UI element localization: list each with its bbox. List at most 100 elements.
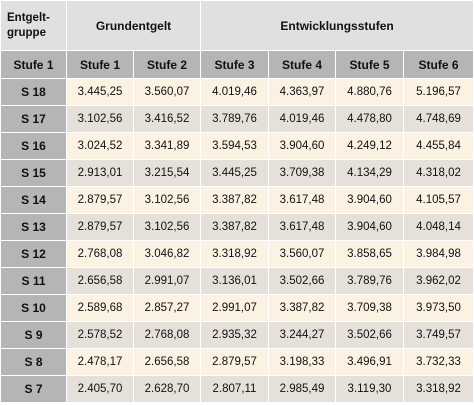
table-row: S 17 3.102,56 3.416,52 3.789,76 4.019,46 4.47… (0, 105, 474, 133)
stufe-header: Stufe 1 (0, 50, 67, 79)
stufe-header: Stufe 2 (132, 50, 202, 79)
salary-value-cell: 2.991,07 (132, 267, 202, 295)
entgeltgruppe-cell: S 13 (0, 213, 67, 241)
entgeltgruppe-cell: S 7 (0, 375, 67, 403)
salary-value-cell: 2.589,68 (66, 294, 134, 322)
salary-value-cell: 2.935,32 (200, 321, 270, 349)
salary-value-cell: 4.478,80 (335, 105, 405, 133)
salary-value-cell: 3.198,33 (268, 348, 337, 376)
salary-value-cell: 3.858,65 (335, 240, 405, 268)
table-row: S 14 2.879,57 3.102,56 3.387,82 3.617,48 3.90… (0, 186, 474, 214)
salary-value-cell: 2.879,57 (200, 348, 270, 376)
salary-value-cell: 3.789,76 (335, 267, 405, 295)
salary-value-cell: 4.880,76 (335, 78, 405, 106)
stufe-header: Stufe 6 (403, 50, 474, 79)
salary-value-cell: 2.879,57 (66, 186, 134, 214)
salary-value-cell: 3.136,01 (200, 267, 270, 295)
entgeltgruppe-cell: S 9 (0, 321, 67, 349)
salary-value-cell: 3.215,54 (132, 159, 202, 187)
stufen-header-row: Stufe 1 Stufe 1 Stufe 2 Stufe 3 Stufe 4 … (0, 50, 474, 79)
table-row: S 10 2.589,68 2.857,27 2.991,07 3.387,82 3.70… (0, 294, 474, 322)
salary-value-cell: 4.105,57 (403, 186, 474, 214)
salary-value-cell: 4.318,02 (403, 159, 474, 187)
entgeltgruppe-cell: S 18 (0, 78, 67, 106)
salary-value-cell: 3.387,82 (200, 213, 270, 241)
salary-value-cell: 3.416,52 (132, 105, 202, 133)
salary-value-cell: 2.879,57 (66, 213, 134, 241)
salary-value-cell: 4.455,84 (403, 132, 474, 160)
grundentgelt-header: Grundentgelt (65, 0, 202, 51)
header-row-top: Entgelt- gruppe Grundentgelt Entwicklung… (0, 0, 474, 51)
stufe-header: Stufe 4 (268, 50, 337, 79)
salary-value-cell: 2.985,49 (268, 375, 337, 403)
entgeltgruppe-cell: S 8 (0, 348, 67, 376)
salary-value-cell: 3.102,56 (132, 186, 202, 214)
salary-value-cell: 3.496,91 (335, 348, 405, 376)
salary-value-cell: 3.617,48 (268, 213, 337, 241)
entgeltgruppe-cell: S 10 (0, 294, 67, 322)
salary-value-cell: 3.387,82 (268, 294, 337, 322)
salary-value-cell: 2.991,07 (200, 294, 270, 322)
salary-value-cell: 3.904,60 (335, 213, 405, 241)
entgeltgruppe-header: Entgelt- gruppe (0, 0, 67, 51)
table-row: S 12 2.768,08 3.046,82 3.318,92 3.560,07 3.85… (0, 240, 474, 268)
salary-value-cell: 3.789,76 (200, 105, 270, 133)
table-row: S 11 2.656,58 2.991,07 3.136,01 3.502,66 3.78… (0, 267, 474, 295)
entgeltgruppe-cell: S 15 (0, 159, 67, 187)
salary-value-cell: 3.709,38 (335, 294, 405, 322)
stufe-header: Stufe 1 (66, 50, 134, 79)
salary-value-cell: 2.578,52 (66, 321, 134, 349)
salary-value-cell: 3.318,92 (403, 375, 474, 403)
table-body: S 18 3.445,25 3.560,07 4.019,46 4.363,97 4.88… (0, 78, 474, 403)
salary-value-cell: 2.768,08 (132, 321, 202, 349)
salary-value-cell: 5.196,57 (403, 78, 474, 106)
salary-value-cell: 4.134,29 (335, 159, 405, 187)
stufe-header: Stufe 5 (335, 50, 405, 79)
table-row: S 9 2.578,52 2.768,08 2.935,32 3.244,27 3.502… (0, 321, 474, 349)
salary-value-cell: 2.807,11 (200, 375, 270, 403)
entgeltgruppe-header-line1: Entgelt- (7, 11, 50, 24)
salary-value-cell: 2.628,70 (132, 375, 202, 403)
salary-value-cell: 3.502,66 (335, 321, 405, 349)
salary-value-cell: 4.748,69 (403, 105, 474, 133)
table-row: S 15 2.913,01 3.215,54 3.445,25 3.709,38 4.13… (0, 159, 474, 187)
salary-value-cell: 3.617,48 (268, 186, 337, 214)
salary-value-cell: 3.445,25 (66, 78, 134, 106)
entgeltgruppe-cell: S 12 (0, 240, 67, 268)
salary-value-cell: 3.341,89 (132, 132, 202, 160)
salary-value-cell: 3.046,82 (132, 240, 202, 268)
salary-value-cell: 3.560,07 (132, 78, 202, 106)
entgeltgruppe-cell: S 14 (0, 186, 67, 214)
table-row: S 18 3.445,25 3.560,07 4.019,46 4.363,97 4.88… (0, 78, 474, 106)
salary-value-cell: 2.768,08 (66, 240, 134, 268)
entgeltgruppe-header-line2: gruppe (7, 26, 46, 39)
salary-value-cell: 3.244,27 (268, 321, 337, 349)
entwicklungsstufen-header: Entwicklungsstufen (200, 0, 474, 51)
salary-value-cell: 3.904,60 (335, 186, 405, 214)
salary-value-cell: 4.363,97 (268, 78, 337, 106)
salary-value-cell: 2.913,01 (66, 159, 134, 187)
table-row: S 7 2.405,70 2.628,70 2.807,11 2.985,49 3.119… (0, 375, 474, 403)
salary-value-cell: 4.019,46 (268, 105, 337, 133)
salary-value-cell: 3.024,52 (66, 132, 134, 160)
salary-value-cell: 3.732,33 (403, 348, 474, 376)
salary-value-cell: 3.594,53 (200, 132, 270, 160)
salary-value-cell: 3.445,25 (200, 159, 270, 187)
table-row: S 8 2.478,17 2.656,58 2.879,57 3.198,33 3.496… (0, 348, 474, 376)
entgeltgruppe-cell: S 11 (0, 267, 67, 295)
salary-value-cell: 3.387,82 (200, 186, 270, 214)
salary-value-cell: 3.973,50 (403, 294, 474, 322)
salary-value-cell: 3.560,07 (268, 240, 337, 268)
salary-value-cell: 3.502,66 (268, 267, 337, 295)
salary-value-cell: 2.656,58 (66, 267, 134, 295)
salary-value-cell: 2.405,70 (66, 375, 134, 403)
entgeltgruppe-cell: S 17 (0, 105, 67, 133)
salary-value-cell: 4.249,12 (335, 132, 405, 160)
salary-value-cell: 3.709,38 (268, 159, 337, 187)
salary-value-cell: 2.857,27 (132, 294, 202, 322)
salary-value-cell: 3.102,56 (132, 213, 202, 241)
stufe-header: Stufe 3 (200, 50, 270, 79)
entgeltgruppe-cell: S 16 (0, 132, 67, 160)
salary-value-cell: 3.984,98 (403, 240, 474, 268)
